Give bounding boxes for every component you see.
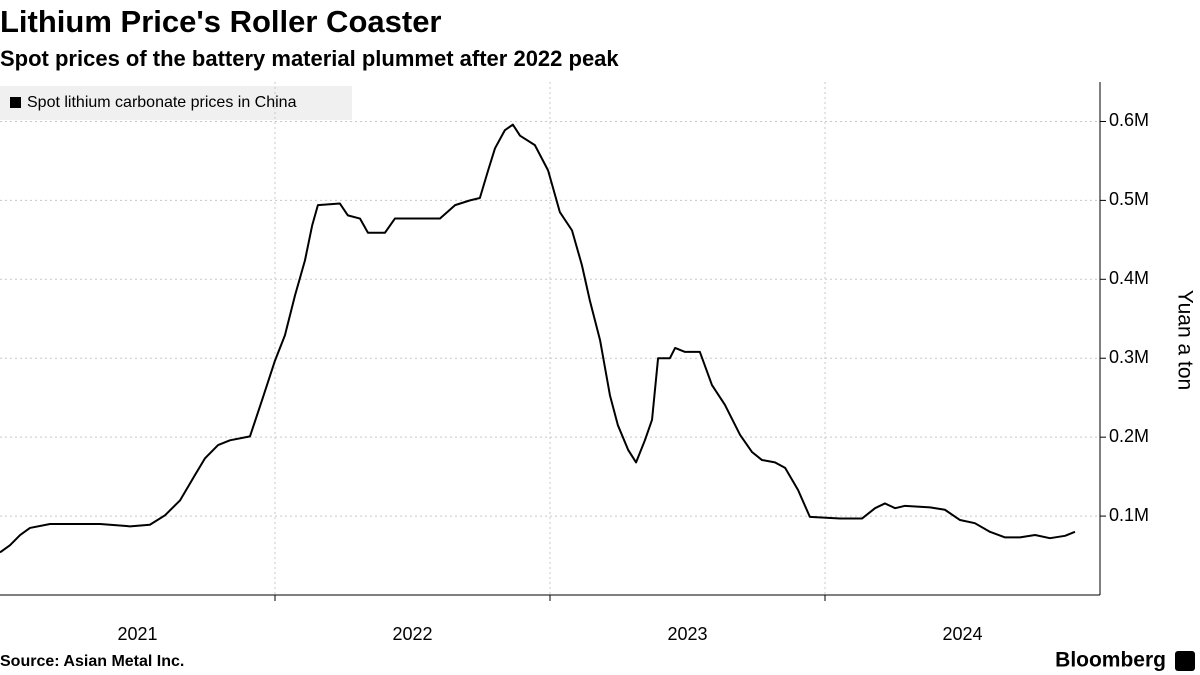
y-tick-label: 0.2M [1109,426,1149,446]
y-tick-label: 0.4M [1109,268,1149,288]
y-axis-label: Yuan a ton [1173,290,1196,390]
x-tick-label: 2022 [392,624,432,644]
x-tick-label: 2023 [667,624,707,644]
chart-title: Lithium Price's Roller Coaster [0,4,442,39]
x-tick-label: 2021 [117,624,157,644]
brand-icon [1175,651,1195,671]
legend-swatch [10,97,21,108]
x-tick-label: 2024 [942,624,982,644]
y-tick-label: 0.6M [1109,110,1149,130]
legend-box [0,86,352,120]
source-note: Source: Asian Metal Inc. [0,653,184,670]
y-tick-label: 0.3M [1109,347,1149,367]
price-line [0,123,1076,554]
y-tick-label: 0.5M [1109,189,1149,209]
legend-label: Spot lithium carbonate prices in China [27,94,297,111]
brand: Bloomberg [1055,649,1166,672]
y-tick-label: 0.1M [1109,505,1149,525]
chart-subtitle: Spot prices of the battery material plum… [0,46,619,71]
